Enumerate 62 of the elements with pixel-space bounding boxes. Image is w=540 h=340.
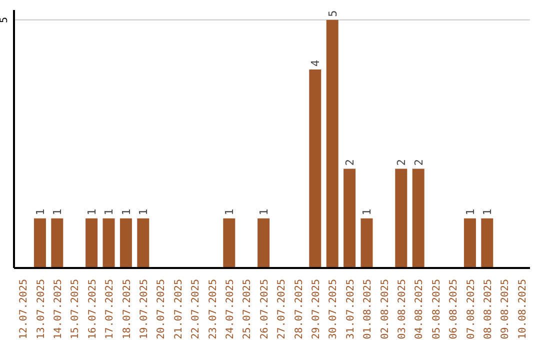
data-label: 1: [102, 208, 116, 216]
bar: [51, 218, 64, 268]
x-tick-label: 25.07.2025: [242, 279, 254, 340]
bar: [360, 218, 373, 268]
bar: [120, 218, 132, 268]
x-tick-label: 23.07.2025: [208, 279, 219, 340]
x-tick-label: 12.07.2025: [18, 279, 30, 340]
x-tick-label: 04.08.2025: [414, 279, 426, 340]
bar: [326, 20, 338, 268]
data-label: 1: [120, 208, 133, 216]
x-tick-label: 18.07.2025: [122, 279, 133, 340]
bar: [395, 168, 408, 268]
x-tick-label: 30.07.2025: [328, 279, 340, 340]
x-tick-label: 19.07.2025: [139, 279, 150, 340]
x-tick-label: 07.08.2025: [466, 279, 477, 340]
data-label: 1: [481, 208, 494, 216]
x-tick-label: 06.08.2025: [448, 279, 460, 340]
data-label: 5: [326, 10, 340, 17]
x-tick-label: 05.08.2025: [431, 279, 442, 340]
data-label: 1: [360, 208, 374, 216]
data-label: 1: [258, 208, 271, 216]
data-label: 4: [309, 60, 322, 67]
x-tick-label: 31.07.2025: [345, 279, 356, 340]
x-tick-label: 27.07.2025: [276, 279, 288, 340]
x-tick-label: 22.07.2025: [190, 279, 202, 340]
bar: [309, 70, 322, 268]
bar: [344, 168, 356, 268]
x-tick-label: 28.07.2025: [294, 279, 305, 340]
bar: [223, 218, 236, 268]
x-tick-label: 10.08.2025: [517, 279, 528, 340]
bar: [137, 218, 150, 268]
x-tick-label: 09.08.2025: [500, 279, 512, 340]
bar: [412, 168, 424, 268]
data-label: 2: [344, 159, 357, 166]
bar: [464, 218, 476, 268]
x-tick-label: 17.07.2025: [104, 279, 116, 340]
x-tick-label: 15.07.2025: [70, 279, 82, 340]
x-tick-label: 20.07.2025: [156, 279, 168, 340]
data-label: 2: [412, 159, 426, 166]
data-label: 2: [395, 159, 408, 166]
x-tick-label: 01.08.2025: [362, 279, 374, 340]
data-label: 1: [51, 208, 64, 216]
bar: [34, 218, 46, 268]
data-label: 1: [137, 208, 150, 216]
x-tick-label: 14.07.2025: [53, 279, 64, 340]
bar: [102, 218, 115, 268]
x-tick-label: 26.07.2025: [259, 279, 270, 340]
data-label: 1: [34, 208, 47, 216]
x-tick-label: 21.07.2025: [173, 279, 184, 340]
x-tick-label: 13.07.2025: [36, 279, 47, 340]
x-tick-label: 24.07.2025: [225, 279, 236, 340]
x-tick-label: 02.08.2025: [380, 279, 391, 340]
x-tick-label: 29.07.2025: [311, 279, 322, 340]
x-tick-label: 03.08.2025: [397, 279, 408, 340]
data-label: 1: [223, 208, 236, 216]
bar: [258, 218, 270, 268]
data-label: 1: [464, 208, 477, 216]
x-tick-label: 16.07.2025: [87, 279, 98, 340]
bar: [481, 218, 494, 268]
bar: [86, 218, 98, 268]
x-tick-label: 08.08.2025: [483, 279, 494, 340]
data-label: 1: [86, 208, 99, 216]
